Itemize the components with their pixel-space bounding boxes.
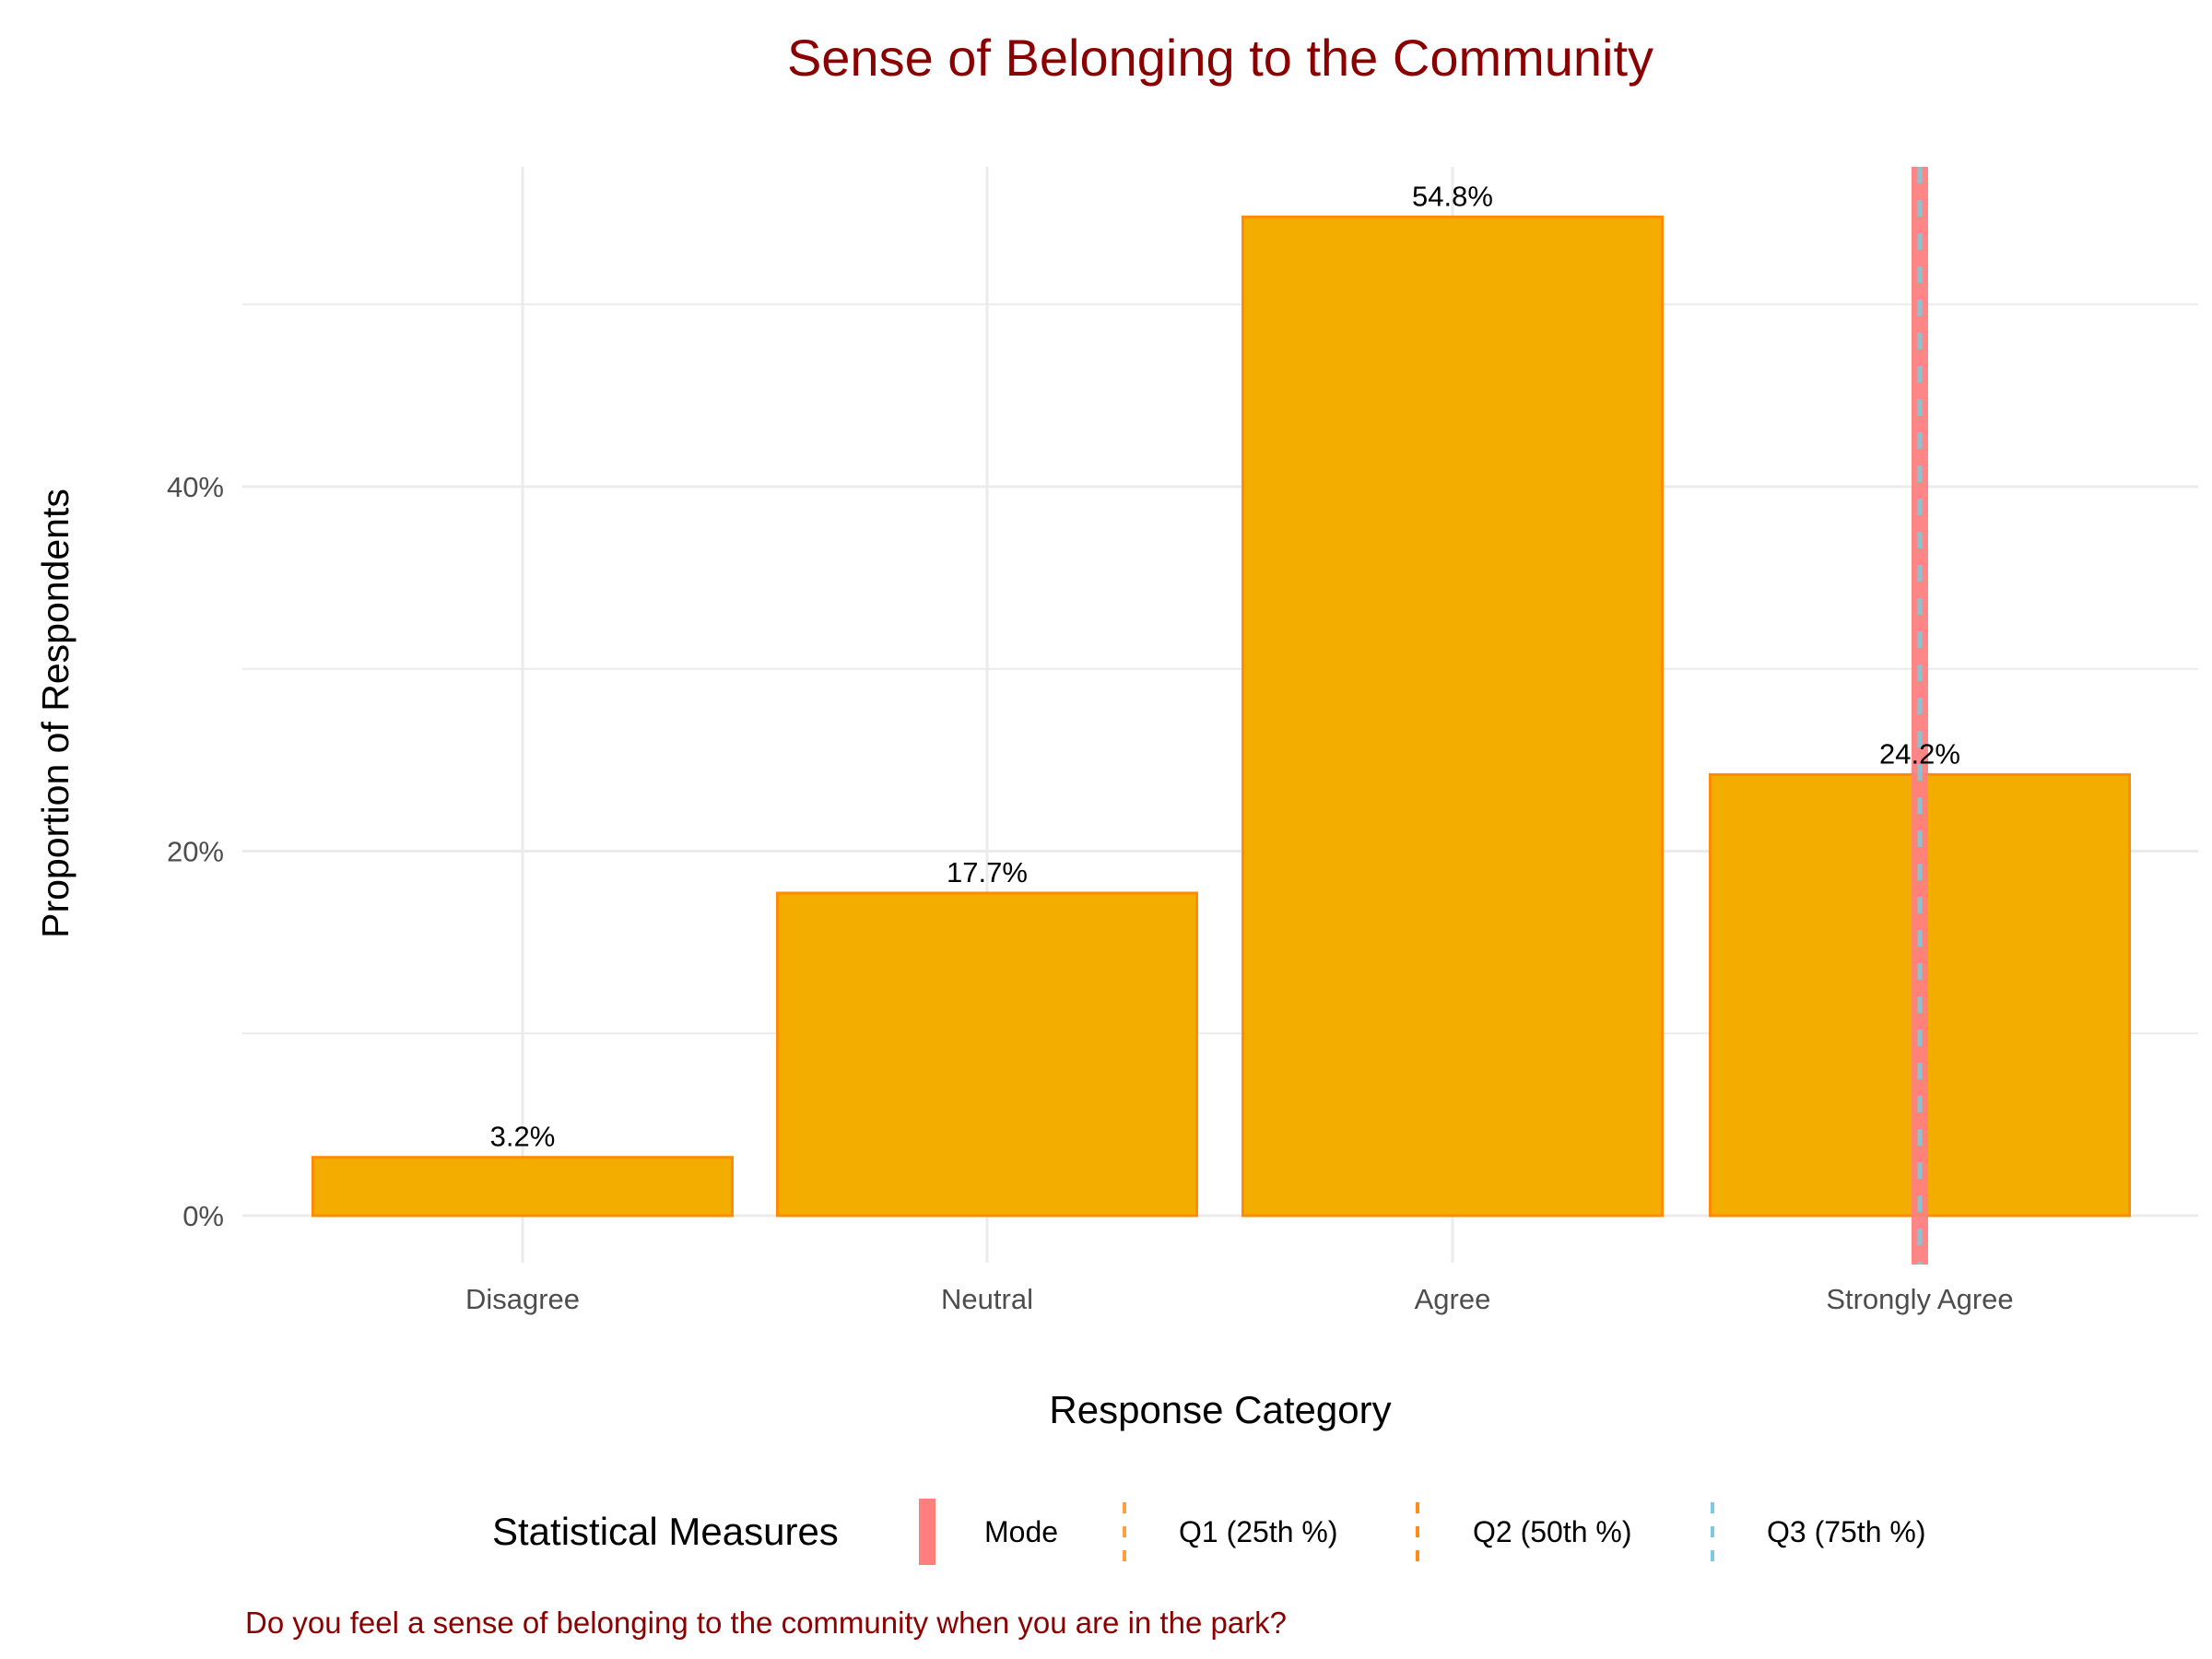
x-tick-label: Neutral (941, 1283, 1033, 1315)
y-tick-label: 20% (167, 836, 224, 868)
data-labels: 3.2% 17.7% 54.8% 24.2% (490, 180, 1960, 1152)
x-tick-label: Strongly Agree (1826, 1283, 2013, 1315)
data-label: 17.7% (947, 856, 1028, 888)
y-tick-label: 0% (182, 1200, 224, 1232)
legend-label: Q1 (25th %) (1179, 1515, 1338, 1548)
bar-neutral (776, 891, 1198, 1218)
x-tick-label: Agree (1415, 1283, 1491, 1315)
x-tick-label: Disagree (465, 1283, 580, 1315)
legend-label: Q2 (50th %) (1473, 1515, 1632, 1548)
legend: Statistical Measures Mode Q1 (25th %) Q2 (… (492, 1499, 1926, 1565)
bar-agree (1241, 215, 1664, 1218)
x-axis-title: Response Category (1049, 1388, 1391, 1431)
legend-label: Mode (984, 1515, 1058, 1548)
data-label: 54.8% (1412, 180, 1493, 212)
chart-title: Sense of Belonging to the Community (787, 29, 1653, 87)
legend-title: Statistical Measures (492, 1510, 839, 1553)
y-tick-label: 40% (167, 471, 224, 503)
y-axis-title: Proportion of Respondents (34, 488, 76, 938)
bar-disagree (312, 1156, 734, 1218)
axes: 0% 20% 40% Disagree Neutral Agree Strongly Agr… (167, 471, 2014, 1315)
bars (312, 215, 2131, 1218)
data-label: 3.2% (490, 1121, 556, 1153)
caption: Do you feel a sense of belonging to the … (245, 1606, 1287, 1640)
legend-label: Q3 (75th %) (1767, 1515, 1926, 1548)
data-label: 24.2% (1879, 737, 1960, 770)
